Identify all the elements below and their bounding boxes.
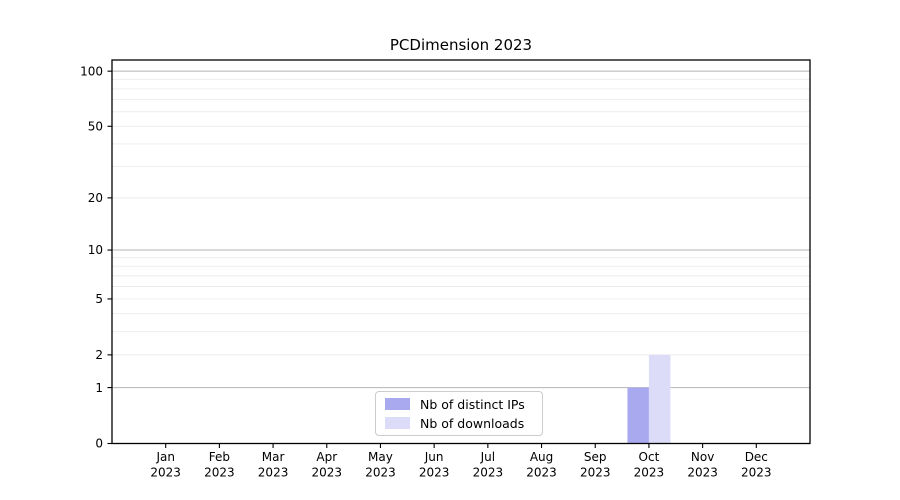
x-tick-label-month: Jul — [480, 450, 495, 464]
x-tick-label-month: Jun — [424, 450, 444, 464]
x-tick-label-month: Aug — [530, 450, 553, 464]
x-tick-label-year: 2023 — [741, 466, 772, 480]
x-tick-label-month: Dec — [745, 450, 768, 464]
plot-border — [111, 59, 811, 445]
y-tick-label: 50 — [88, 119, 103, 133]
y-tick-label: 5 — [95, 292, 103, 306]
legend-swatch-distinct-ips — [385, 398, 410, 410]
y-tick-label: 20 — [88, 191, 103, 205]
y-tick-label: 1 — [95, 381, 103, 395]
legend-label-distinct-ips: Nb of distinct IPs — [420, 396, 525, 412]
x-tick-label-year: 2023 — [634, 466, 665, 480]
legend-item-distinct-ips: Nb of distinct IPs — [385, 397, 533, 412]
x-tick-label-year: 2023 — [580, 466, 611, 480]
x-tick-label-month: Nov — [691, 450, 714, 464]
x-tick-label-year: 2023 — [150, 466, 181, 480]
bar — [648, 354, 671, 444]
x-tick-label-year: 2023 — [526, 466, 557, 480]
x-tick-label-month: May — [368, 450, 393, 464]
chart-title: PCDimension 2023 — [389, 36, 533, 54]
legend-label-downloads: Nb of downloads — [420, 415, 525, 431]
legend-swatch-downloads — [385, 417, 410, 429]
x-tick-label-year: 2023 — [204, 466, 235, 480]
y-tick-label: 10 — [88, 243, 103, 257]
legend-item-downloads: Nb of downloads — [385, 416, 533, 431]
x-tick-label-year: 2023 — [473, 466, 504, 480]
x-tick-label-month: Oct — [639, 450, 660, 464]
x-tick-label-year: 2023 — [687, 466, 718, 480]
x-tick-label-month: Mar — [262, 450, 285, 464]
x-tick-label-month: Apr — [316, 450, 337, 464]
bar — [627, 387, 649, 444]
x-tick-label-year: 2023 — [365, 466, 396, 480]
x-tick-label-month: Jan — [155, 450, 175, 464]
y-tick-label: 2 — [95, 348, 103, 362]
y-tick-label: 100 — [80, 64, 103, 78]
x-tick-label-year: 2023 — [419, 466, 450, 480]
x-tick-label-month: Sep — [584, 450, 607, 464]
x-tick-label-month: Feb — [209, 450, 230, 464]
y-tick-label: 0 — [95, 437, 103, 451]
x-tick-label-year: 2023 — [258, 466, 289, 480]
legend: Nb of distinct IPs Nb of downloads — [375, 391, 543, 436]
x-tick-label-year: 2023 — [311, 466, 342, 480]
